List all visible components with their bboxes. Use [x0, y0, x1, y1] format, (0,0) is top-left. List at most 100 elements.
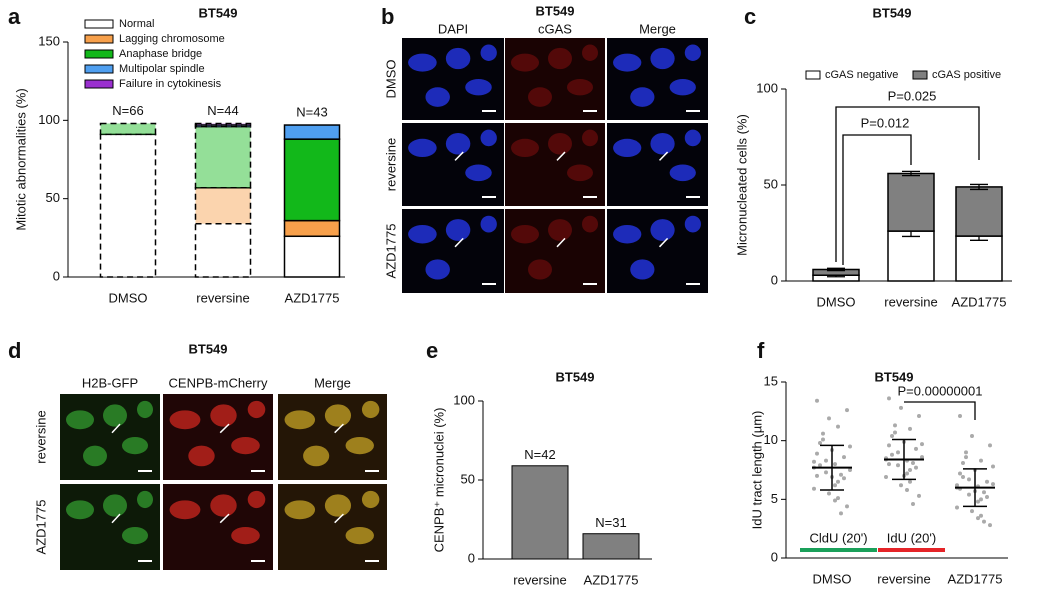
- y-tick-label: 100: [453, 392, 475, 407]
- cell-nucleus: [103, 494, 127, 517]
- cell-nucleus: [361, 400, 380, 419]
- cell-nucleus: [103, 404, 127, 427]
- y-tick-label: 0: [53, 268, 60, 283]
- data-point: [893, 423, 897, 428]
- bar: [511, 465, 569, 560]
- cell-nucleus: [684, 44, 701, 61]
- data-point: [893, 430, 897, 435]
- p-value: P=0.00000001: [898, 383, 983, 398]
- cell-nucleus: [684, 215, 701, 233]
- arrow: [454, 151, 464, 161]
- cell-nucleus: [408, 138, 437, 158]
- data-point: [836, 424, 840, 429]
- data-point: [985, 494, 989, 499]
- cell-nucleus: [613, 224, 642, 244]
- error-bar: [970, 183, 988, 191]
- data-point: [920, 442, 924, 447]
- legend-label: cGAS positive: [932, 69, 1001, 81]
- cell-nucleus: [247, 400, 266, 419]
- cell-nucleus: [345, 437, 374, 455]
- data-point: [988, 523, 992, 528]
- cell-nucleus: [445, 47, 471, 70]
- cell-nucleus: [425, 87, 450, 107]
- data-point: [905, 471, 909, 476]
- cell-nucleus: [345, 527, 374, 545]
- cell-nucleus: [480, 129, 497, 147]
- x-tick-label: reversine: [513, 572, 566, 587]
- panel-title: BT549: [535, 3, 574, 18]
- panel-label: a: [8, 4, 21, 29]
- significance-bracket: [835, 106, 980, 262]
- data-point: [887, 396, 891, 401]
- annotation: N=31: [595, 515, 626, 530]
- legend-swatch: [805, 70, 821, 80]
- data-point: [842, 455, 846, 460]
- data-point: [991, 464, 995, 469]
- data-point: [827, 416, 831, 421]
- cell-nucleus: [169, 410, 201, 430]
- chart-title: BT549: [555, 369, 594, 384]
- cell-nucleus: [567, 164, 593, 182]
- cell-nucleus: [669, 79, 696, 96]
- cell-nucleus: [511, 53, 539, 72]
- data-point: [961, 460, 965, 465]
- row-label: reversine: [33, 410, 48, 463]
- cell-nucleus: [528, 259, 552, 280]
- column-label: H2B-GFP: [82, 375, 138, 390]
- data-point: [955, 505, 959, 510]
- data-point: [908, 468, 912, 472]
- cell-nucleus: [425, 259, 450, 280]
- data-point: [896, 463, 900, 468]
- chart-title: BT549: [198, 5, 237, 20]
- data-point: [890, 452, 894, 457]
- cell-nucleus: [511, 138, 539, 158]
- cell-nucleus: [548, 219, 572, 241]
- bar-segment: [955, 186, 1003, 237]
- data-point: [836, 479, 840, 484]
- legend-swatch: [912, 70, 928, 80]
- cell-nucleus: [528, 87, 552, 107]
- data-point: [991, 482, 995, 487]
- data-point: [887, 462, 891, 467]
- arrow: [556, 237, 566, 248]
- arrow: [219, 423, 230, 434]
- data-point: [899, 405, 903, 410]
- cell-nucleus: [630, 259, 655, 280]
- data-point: [821, 437, 825, 442]
- data-point: [920, 455, 924, 460]
- data-point: [979, 458, 983, 463]
- cell-nucleus: [137, 400, 153, 419]
- bar-segment: [194, 186, 252, 225]
- bar-segment: [283, 219, 341, 238]
- data-point: [958, 471, 962, 476]
- cell-nucleus: [630, 87, 655, 107]
- cell-nucleus: [465, 79, 492, 96]
- bar-segment: [99, 133, 157, 278]
- p-value: P=0.025: [888, 88, 937, 103]
- panel-label: e: [426, 338, 438, 363]
- cell-nucleus: [210, 404, 237, 427]
- data-point: [812, 459, 816, 464]
- y-tick-label: 50: [461, 471, 475, 486]
- data-point: [839, 511, 843, 516]
- x-tick-label: AZD1775: [952, 294, 1007, 309]
- data-point: [908, 479, 912, 484]
- data-point: [848, 468, 852, 472]
- arrow: [111, 423, 121, 434]
- panel-label: f: [757, 338, 765, 363]
- data-point: [899, 483, 903, 488]
- cell-nucleus: [361, 490, 380, 509]
- data-point: [970, 433, 974, 438]
- data-point: [988, 443, 992, 448]
- row-label: AZD1775: [33, 500, 48, 555]
- y-axis-label: Micronucleated cells (%): [734, 114, 749, 256]
- legend-swatch: [84, 49, 114, 59]
- y-tick-label: 50: [46, 190, 60, 205]
- data-point: [887, 443, 891, 448]
- cell-nucleus: [231, 527, 260, 545]
- annotation: N=42: [524, 447, 555, 462]
- panel-label: c: [744, 4, 756, 29]
- cell-nucleus: [480, 215, 497, 233]
- data-point: [845, 408, 849, 413]
